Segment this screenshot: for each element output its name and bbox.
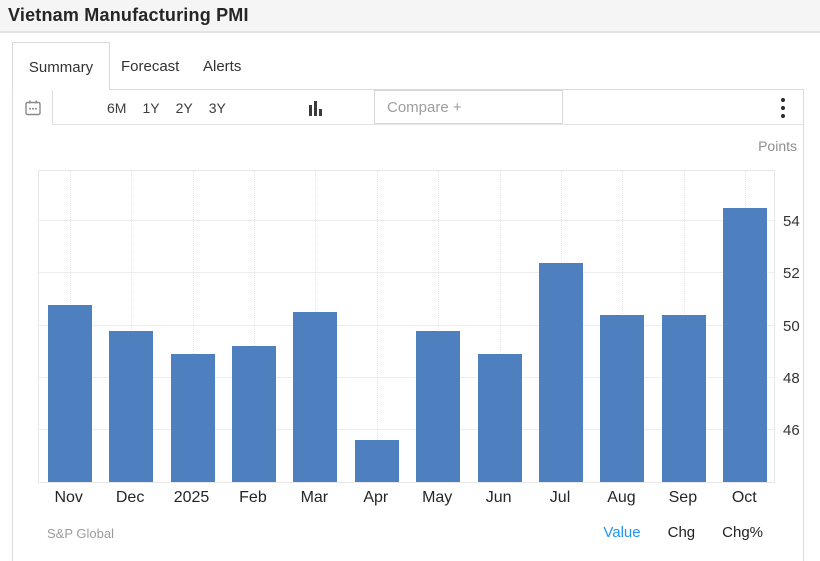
page-title: Vietnam Manufacturing PMI xyxy=(8,5,249,25)
x-tick-label: Apr xyxy=(363,489,389,506)
x-tick-label: Sep xyxy=(668,489,698,506)
bar-mar[interactable] xyxy=(293,312,338,482)
bar-aug[interactable] xyxy=(600,315,645,482)
title-bar: Vietnam Manufacturing PMI xyxy=(0,0,820,33)
range-6m[interactable]: 6M xyxy=(107,99,127,116)
bar-oct[interactable] xyxy=(723,208,768,482)
source-attribution[interactable]: S&P Global xyxy=(47,526,114,541)
y-tick-label: 46 xyxy=(783,421,800,439)
tab-summary-label: Summary xyxy=(28,58,94,76)
x-tick-label: Mar xyxy=(300,489,329,506)
series-mode-links: Value Chg Chg% xyxy=(603,524,763,541)
bar-dec[interactable] xyxy=(109,330,154,482)
h-gridline xyxy=(39,272,774,274)
chart-toolbar: 6M 1Y 2Y 3Y xyxy=(13,90,803,125)
chart-type-button[interactable] xyxy=(301,90,329,125)
x-tick-label: May xyxy=(422,489,453,506)
chart-area: Points 46 48 50 52 54 Nov Dec 2025 Feb Mar Apr May… xyxy=(13,126,803,561)
x-tick-label: Jul xyxy=(549,489,571,506)
tab-summary[interactable]: Summary xyxy=(12,42,110,91)
tab-forecast[interactable]: Forecast xyxy=(121,42,179,90)
calendar-icon xyxy=(23,98,43,118)
chg-percent-link[interactable]: Chg% xyxy=(722,524,763,541)
h-gridline xyxy=(39,220,774,222)
range-1y[interactable]: 1Y xyxy=(142,99,160,116)
bar-apr[interactable] xyxy=(354,440,399,482)
more-options-button[interactable] xyxy=(771,90,795,125)
v-gridline xyxy=(253,171,255,482)
v-gridline xyxy=(438,171,440,482)
widget-panel: 6M 1Y 2Y 3Y Points 46 48 50 52 54 Nov Dec 2025… xyxy=(12,90,804,561)
bar-may[interactable] xyxy=(416,330,461,482)
x-tick-label: 2025 xyxy=(173,489,210,506)
x-tick-label: Feb xyxy=(239,489,267,506)
h-gridline xyxy=(39,376,774,378)
range-3y[interactable]: 3Y xyxy=(208,99,226,116)
tab-bar: Summary Forecast Alerts xyxy=(0,35,820,91)
y-tick-label: 52 xyxy=(783,265,800,283)
bar-nov[interactable] xyxy=(47,304,92,482)
bar-jun[interactable] xyxy=(477,354,522,482)
chg-link[interactable]: Chg xyxy=(667,524,696,541)
value-link[interactable]: Value xyxy=(603,524,641,541)
v-gridline xyxy=(131,171,133,482)
range-2y[interactable]: 2Y xyxy=(175,99,193,116)
bar-jul[interactable] xyxy=(539,262,584,482)
v-gridline xyxy=(192,171,194,482)
tab-underline xyxy=(110,89,804,90)
y-tick-label: 50 xyxy=(783,317,800,335)
h-gridline xyxy=(39,428,774,430)
tab-alerts[interactable]: Alerts xyxy=(203,42,241,90)
y-tick-label: 54 xyxy=(783,213,800,231)
y-tick-label: 48 xyxy=(783,369,800,387)
compare-input[interactable] xyxy=(374,90,563,124)
kebab-menu-icon xyxy=(781,97,785,118)
calendar-button[interactable] xyxy=(13,90,53,125)
range-buttons: 6M 1Y 2Y 3Y xyxy=(107,90,226,125)
bar-sep[interactable] xyxy=(661,315,706,482)
tab-forecast-label: Forecast xyxy=(121,57,180,75)
v-gridline xyxy=(499,171,501,482)
x-tick-label: Jun xyxy=(485,489,512,506)
bar-feb[interactable] xyxy=(231,346,276,482)
h-gridline xyxy=(39,324,774,326)
bar-chart-plot xyxy=(38,170,775,483)
tab-alerts-label: Alerts xyxy=(203,57,242,75)
bar-2025[interactable] xyxy=(170,354,215,482)
x-tick-label: Nov xyxy=(54,489,83,506)
x-tick-label: Aug xyxy=(607,489,636,506)
x-tick-label: Dec xyxy=(115,489,145,506)
axis-unit-label: Points xyxy=(758,138,797,154)
v-gridline xyxy=(376,171,378,482)
x-tick-label: Oct xyxy=(731,489,757,506)
bar-chart-type-icon xyxy=(308,101,322,116)
